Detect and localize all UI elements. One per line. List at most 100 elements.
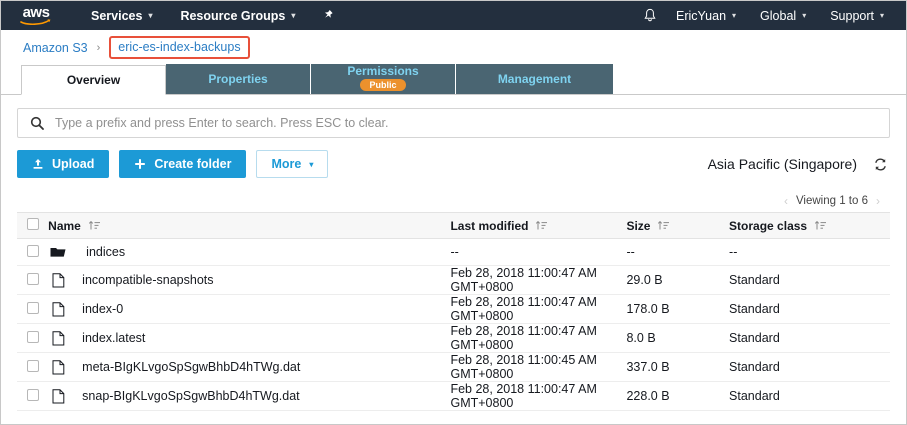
nav-item-resource-groups[interactable]: Resource Groups ▾ (166, 1, 309, 30)
top-navigation-right: EricYuan ▾ Global ▾ Support ▾ (636, 1, 896, 30)
pagination: ‹ Viewing 1 to 6 › (776, 194, 888, 208)
row-name-cell: indices (48, 238, 451, 266)
support-label: Support (830, 8, 874, 23)
row-storage-class: Standard (729, 352, 890, 382)
table-row[interactable]: meta-BIgKLvgoSpSgwBhbD4hTWg.dat Feb 28, … (17, 352, 890, 382)
file-icon (48, 301, 78, 317)
search-bar[interactable] (17, 108, 890, 138)
chevron-down-icon: ▾ (802, 11, 807, 20)
nav-item-resource-groups-label: Resource Groups (180, 8, 286, 23)
row-select-cell (17, 265, 49, 295)
row-size: -- (626, 238, 730, 266)
aws-logo[interactable]: aws (15, 5, 57, 27)
row-size: 178.0 B (626, 294, 730, 324)
row-size: 8.0 B (626, 323, 730, 353)
column-header-storage-class-label: Storage class (729, 218, 808, 233)
nav-item-account-ericyuan[interactable]: EricYuan ▾ (664, 1, 748, 30)
column-header-size[interactable]: Size (626, 212, 730, 239)
column-header-last-modified[interactable]: Last modified (450, 212, 627, 239)
table-row[interactable]: index-0 Feb 28, 2018 11:00:47 AM GMT+080… (17, 294, 890, 324)
row-checkbox[interactable] (27, 359, 39, 372)
column-header-name[interactable]: Name (48, 212, 451, 239)
tab-properties[interactable]: Properties (166, 64, 311, 94)
more-button-label: More (271, 157, 302, 171)
search-icon (30, 116, 44, 130)
object-name[interactable]: index-0 (82, 302, 124, 316)
object-name[interactable]: snap-BIgKLvgoSpSgwBhbD4hTWg.dat (82, 389, 300, 403)
object-toolbar: Upload Create folder More ▾ Asia Pacific… (17, 149, 890, 179)
refresh-icon[interactable] (873, 157, 888, 172)
search-input[interactable] (55, 116, 889, 130)
table-row[interactable]: snap-BIgKLvgoSpSgwBhbD4hTWg.dat Feb 28, … (17, 381, 890, 411)
column-header-name-label: Name (48, 218, 81, 233)
row-last-modified: -- (450, 238, 627, 266)
create-folder-button[interactable]: Create folder (119, 150, 247, 178)
select-all-checkbox[interactable] (27, 218, 39, 230)
breadcrumb-separator-icon: › (96, 41, 101, 54)
tab-properties-label: Properties (208, 71, 268, 86)
region-label: Asia Pacific (Singapore) (707, 156, 857, 172)
table-row[interactable]: index.latest Feb 28, 2018 11:00:47 AM GM… (17, 323, 890, 353)
breadcrumb: Amazon S3 › eric-es-index-backups (1, 30, 906, 65)
top-navigation-bar: aws Services ▾ Resource Groups ▾ (1, 1, 906, 30)
bell-icon[interactable] (636, 1, 664, 30)
bucket-content: Upload Create folder More ▾ Asia Pacific… (1, 108, 906, 411)
aws-logo-text: aws (22, 4, 50, 21)
breadcrumb-amazon-s3[interactable]: Amazon S3 (23, 40, 88, 55)
object-name[interactable]: meta-BIgKLvgoSpSgwBhbD4hTWg.dat (82, 360, 301, 374)
chevron-down-icon: ▾ (148, 11, 153, 20)
row-checkbox[interactable] (27, 330, 39, 343)
tab-permissions[interactable]: Permissions Public (311, 64, 456, 94)
column-header-storage-class[interactable]: Storage class (729, 212, 890, 239)
row-size: 337.0 B (626, 352, 730, 382)
chevron-down-icon: ▾ (732, 11, 737, 20)
pagination-next-icon[interactable]: › (876, 194, 880, 208)
table-row[interactable]: indices -- -- -- (17, 238, 890, 266)
row-select-cell (17, 323, 49, 353)
tab-management-label: Management (497, 71, 572, 86)
row-checkbox[interactable] (27, 388, 39, 401)
object-name[interactable]: incompatible-snapshots (82, 273, 214, 287)
row-checkbox[interactable] (27, 244, 39, 257)
folder-icon (48, 246, 78, 259)
nav-item-region-global[interactable]: Global ▾ (748, 1, 818, 30)
aws-swoosh-icon (20, 19, 51, 25)
file-icon (48, 330, 78, 346)
column-header-last-modified-label: Last modified (450, 218, 529, 233)
bucket-tabs: Overview Properties Permissions Public M… (1, 64, 906, 95)
pagination-prev-icon[interactable]: ‹ (783, 194, 788, 208)
row-select-cell (17, 352, 49, 382)
object-name[interactable]: index.latest (82, 331, 146, 345)
upload-button[interactable]: Upload (17, 150, 110, 178)
breadcrumb-bucket-name[interactable]: eric-es-index-backups (109, 36, 250, 59)
tab-management[interactable]: Management (456, 64, 614, 94)
row-select-cell (17, 238, 49, 266)
file-icon (48, 388, 78, 404)
row-name-cell: snap-BIgKLvgoSpSgwBhbD4hTWg.dat (48, 381, 451, 411)
chevron-down-icon: ▾ (291, 11, 296, 20)
row-last-modified: Feb 28, 2018 11:00:47 AM GMT+0800 (450, 265, 627, 295)
chevron-down-icon: ▾ (309, 159, 314, 169)
row-checkbox[interactable] (27, 301, 39, 314)
row-checkbox[interactable] (27, 272, 39, 285)
chevron-down-icon: ▾ (879, 11, 884, 20)
tab-permissions-label: Permissions (347, 63, 419, 78)
object-name[interactable]: indices (86, 245, 126, 259)
row-last-modified: Feb 28, 2018 11:00:47 AM GMT+0800 (450, 323, 627, 353)
objects-table: Name (17, 212, 890, 411)
row-name-cell: incompatible-snapshots (48, 265, 451, 295)
file-icon (48, 272, 78, 288)
nav-item-services[interactable]: Services ▾ (77, 1, 166, 30)
column-header-size-label: Size (626, 218, 651, 233)
row-storage-class: Standard (729, 265, 890, 295)
more-button[interactable]: More ▾ (256, 150, 329, 178)
row-last-modified: Feb 28, 2018 11:00:45 AM GMT+0800 (450, 352, 627, 382)
status-badge-public: Public (360, 78, 406, 91)
nav-item-support[interactable]: Support ▾ (818, 1, 896, 30)
tab-overview[interactable]: Overview (21, 65, 166, 95)
table-row[interactable]: incompatible-snapshots Feb 28, 2018 11:0… (17, 265, 890, 295)
file-icon (48, 359, 78, 375)
pin-icon[interactable] (315, 1, 341, 30)
upload-icon (32, 158, 44, 170)
